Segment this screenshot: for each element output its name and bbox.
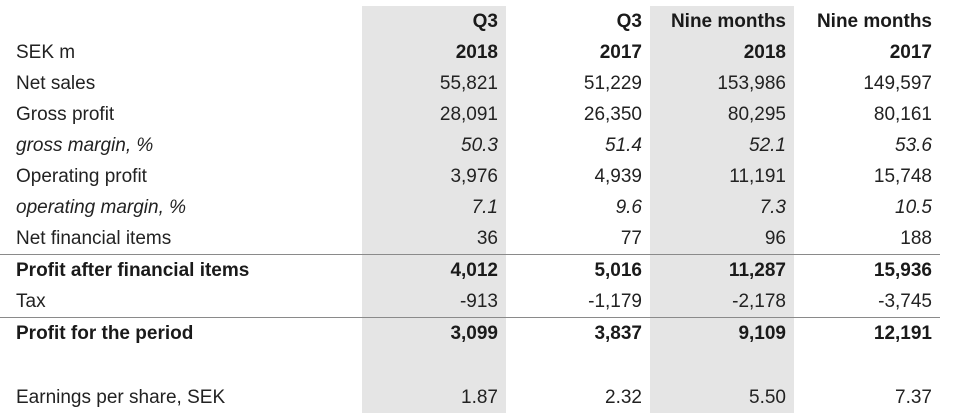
value-cell: 3,837	[506, 317, 650, 349]
value-cell: 80,161	[873, 103, 932, 125]
value-cell: 15,936	[794, 254, 940, 286]
value-cell: 53.6	[895, 134, 932, 156]
value-cell: 7.3	[759, 196, 786, 218]
value-cell: 55,821	[439, 72, 498, 94]
value-cell: 28,091	[439, 103, 498, 125]
value-cell: 80,295	[727, 103, 786, 125]
value-cell: 2.32	[605, 386, 642, 408]
value-cell: 5,016	[506, 254, 650, 286]
value-cell: 96	[764, 227, 786, 249]
value-cell: 11,287	[650, 254, 794, 286]
value-cell: 12,191	[794, 317, 940, 349]
header-cell: 2018	[743, 41, 786, 63]
header-cell: Q3	[616, 10, 642, 32]
row-label: Earnings per share, SEK	[16, 386, 226, 408]
value-cell: 26,350	[583, 103, 642, 125]
row-label: Profit after financial items	[0, 254, 362, 286]
value-cell: -3,745	[878, 290, 932, 312]
spacer-row	[0, 349, 940, 382]
header-row-year: SEK m 2018 2017 2018 2017	[0, 37, 940, 68]
value-cell: 10.5	[895, 196, 932, 218]
value-cell: 4,939	[594, 165, 642, 187]
row-label: operating margin, %	[16, 196, 187, 218]
header-cell: Q3	[472, 10, 498, 32]
header-row-period: Q3 Q3 Nine months Nine months	[0, 6, 940, 37]
value-cell: -1,179	[588, 290, 642, 312]
value-cell: 149,597	[863, 72, 932, 94]
header-cell: 2018	[455, 41, 498, 63]
value-cell: 3,976	[450, 165, 498, 187]
value-cell: 51,229	[583, 72, 642, 94]
row-label: Gross profit	[16, 103, 115, 125]
row-label: Tax	[16, 290, 46, 312]
header-cell: 2017	[889, 41, 932, 63]
value-cell: 9.6	[615, 196, 642, 218]
row-label: Net financial items	[16, 227, 172, 249]
value-cell: 188	[900, 227, 932, 249]
value-cell: 1.87	[461, 386, 498, 408]
value-cell: 7.1	[471, 196, 498, 218]
table-row: Net sales 55,821 51,229 153,986 149,597	[0, 68, 940, 99]
value-cell: 5.50	[749, 386, 786, 408]
table-row: Operating profit 3,976 4,939 11,191 15,7…	[0, 161, 940, 192]
value-cell: 36	[476, 227, 498, 249]
table-row: Gross profit 28,091 26,350 80,295 80,161	[0, 99, 940, 130]
table-row: Profit after financial items 4,012 5,016…	[0, 254, 940, 286]
value-cell: 4,012	[362, 254, 506, 286]
value-cell: 7.37	[895, 386, 932, 408]
table-row: Profit for the period 3,099 3,837 9,109 …	[0, 317, 940, 349]
value-cell: 15,748	[873, 165, 932, 187]
value-cell: 50.3	[461, 134, 498, 156]
header-cell: SEK m	[16, 41, 76, 63]
value-cell: -913	[459, 290, 498, 312]
header-cell	[0, 6, 362, 37]
row-label: Profit for the period	[0, 317, 362, 349]
table-row: Net financial items 36 77 96 188	[0, 223, 940, 255]
table-row: gross margin, % 50.3 51.4 52.1 53.6	[0, 130, 940, 161]
value-cell: 11,191	[729, 165, 786, 187]
value-cell: 52.1	[749, 134, 786, 156]
value-cell: 9,109	[650, 317, 794, 349]
table-row: operating margin, % 7.1 9.6 7.3 10.5	[0, 192, 940, 223]
header-cell: Nine months	[670, 10, 786, 32]
value-cell: 3,099	[362, 317, 506, 349]
value-cell: 51.4	[605, 134, 642, 156]
table-row: Earnings per share, SEK 1.87 2.32 5.50 7…	[0, 382, 940, 413]
value-cell: 153,986	[717, 72, 786, 94]
value-cell: -2,178	[732, 290, 786, 312]
header-cell: 2017	[599, 41, 642, 63]
header-cell: Nine months	[816, 10, 932, 32]
row-label: gross margin, %	[16, 134, 154, 156]
table-row: Tax -913 -1,179 -2,178 -3,745	[0, 286, 940, 318]
row-label: Net sales	[16, 72, 96, 94]
income-statement-table: Q3 Q3 Nine months Nine months SEK m 2018…	[0, 6, 940, 413]
row-label: Operating profit	[16, 165, 147, 187]
value-cell: 77	[620, 227, 642, 249]
